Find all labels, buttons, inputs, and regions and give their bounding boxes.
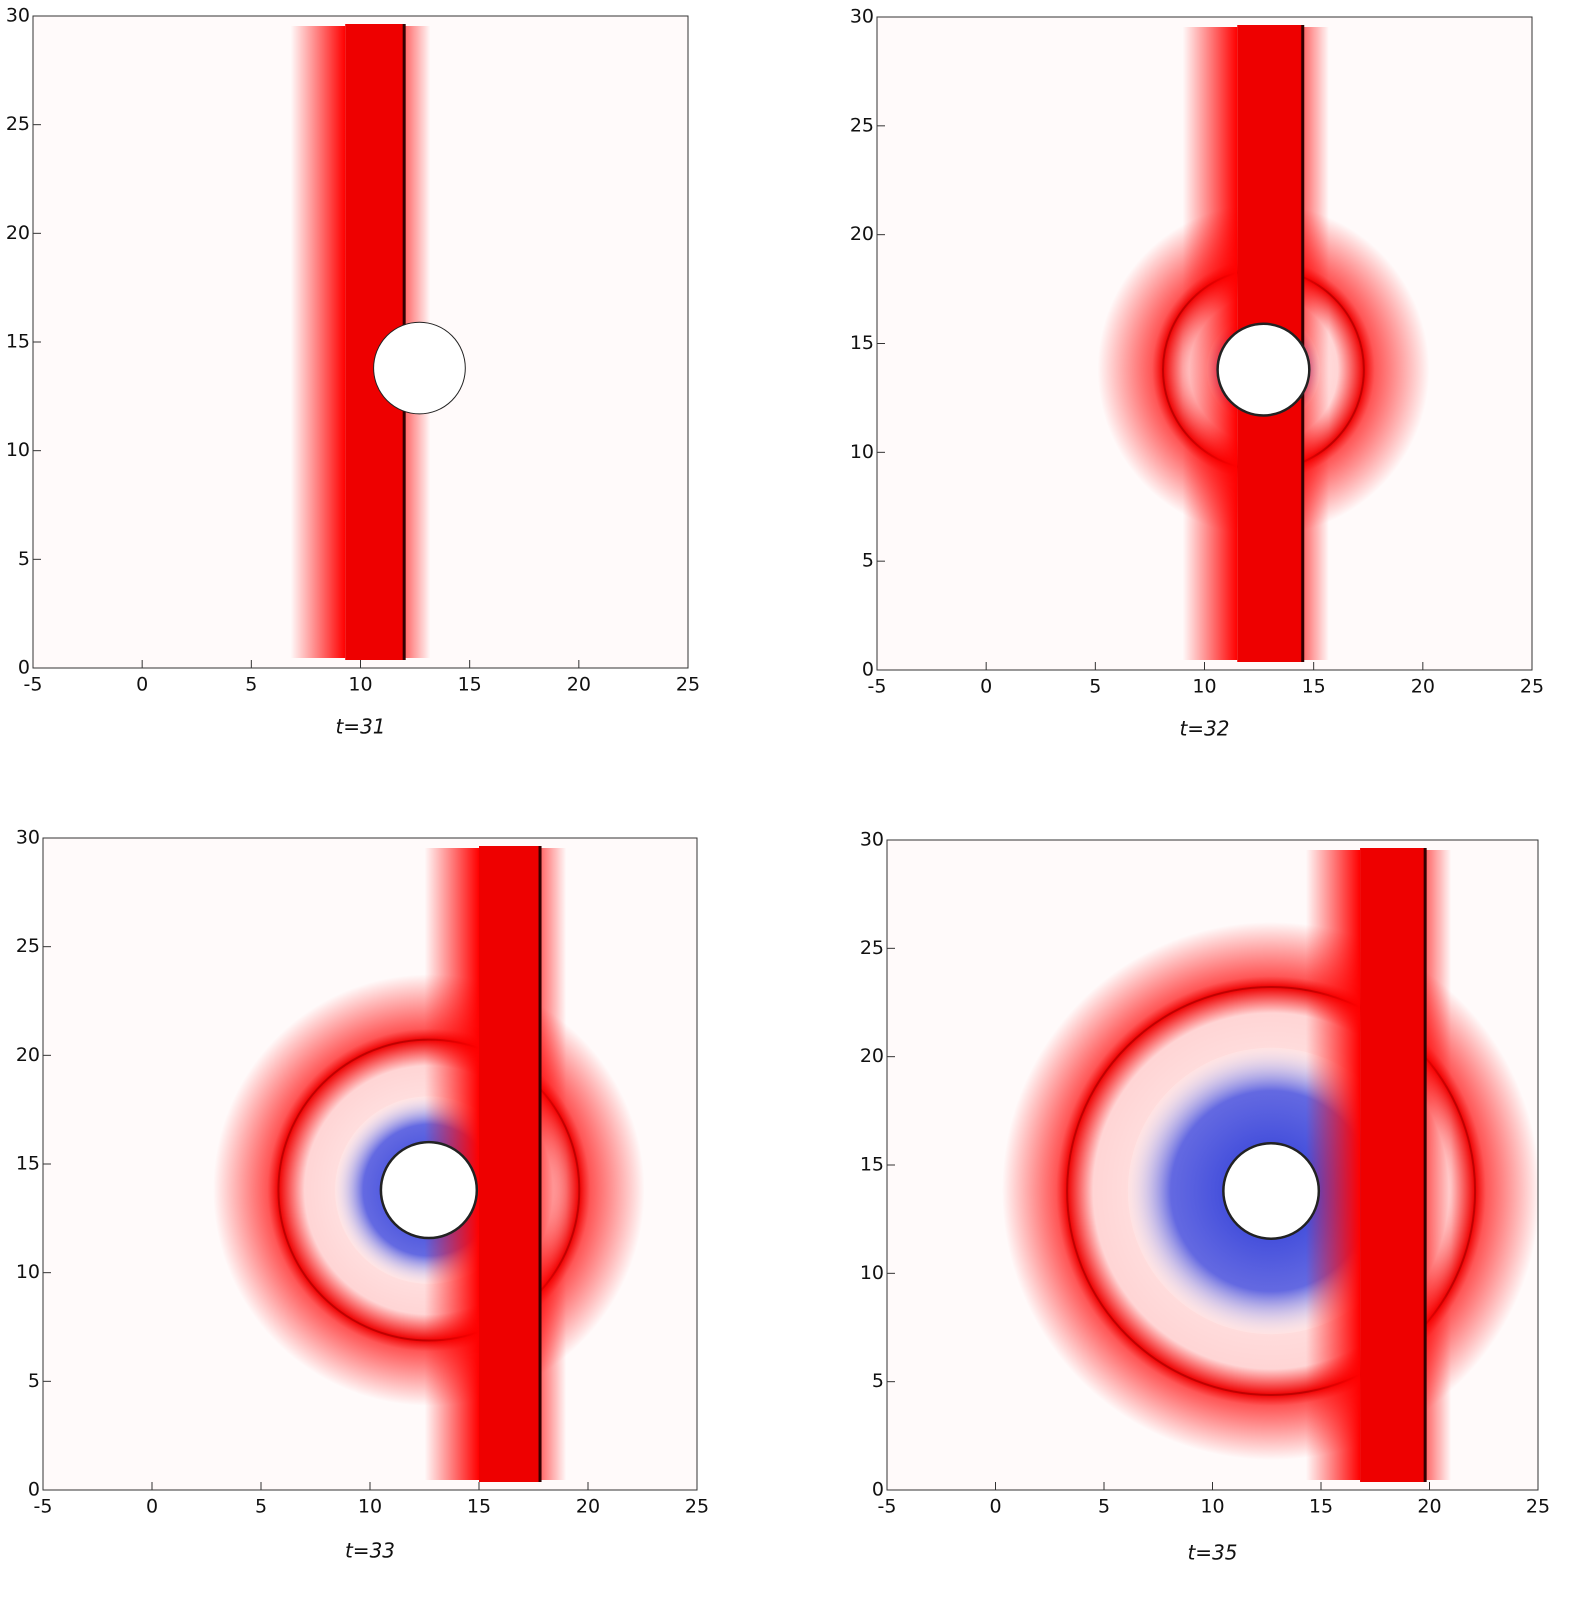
x-tick-label: -5: [24, 674, 43, 696]
y-tick-label: 25: [6, 113, 30, 135]
x-tick-label: 15: [467, 1496, 491, 1518]
x-tick-label: 5: [1089, 676, 1101, 698]
y-tick-label: 15: [860, 1154, 884, 1176]
x-tick-label: 0: [989, 1496, 1001, 1518]
y-tick-label: 20: [860, 1045, 884, 1067]
panel: [877, 17, 1532, 670]
x-tick-label: 5: [1098, 1496, 1110, 1518]
x-tick-label: -5: [878, 1496, 897, 1518]
panel: [33, 16, 688, 668]
band-tail: [1302, 27, 1329, 660]
x-tick-label: -5: [868, 676, 887, 698]
obstacle: [1222, 1142, 1321, 1240]
x-tick-label: 0: [146, 1496, 158, 1518]
band-tail: [1425, 850, 1452, 1480]
panel-caption: t=33: [345, 1539, 395, 1563]
x-tick-label: 25: [685, 1496, 709, 1518]
y-tick-label: 25: [850, 114, 874, 136]
x-tick-label: 15: [1309, 1496, 1333, 1518]
obstacle: [373, 321, 466, 415]
y-tick-label: 25: [860, 937, 884, 959]
x-tick-label: 20: [1411, 676, 1435, 698]
panel: [43, 838, 697, 1490]
band: [479, 846, 541, 1482]
y-tick-label: 15: [6, 331, 30, 353]
y-tick-label: 30: [860, 829, 884, 851]
y-tick-label: 10: [850, 441, 874, 463]
x-tick-label: 25: [1526, 1496, 1550, 1518]
x-tick-label: 15: [1302, 676, 1326, 698]
obstacle: [379, 1140, 479, 1240]
y-tick-label: 20: [6, 222, 30, 244]
y-tick-label: 5: [872, 1370, 884, 1392]
x-tick-label: 20: [576, 1496, 600, 1518]
y-tick-label: 5: [18, 548, 30, 570]
x-tick-label: 15: [458, 674, 482, 696]
y-tick-label: 0: [28, 1479, 40, 1501]
band-fade: [1305, 850, 1361, 1480]
y-tick-label: 10: [860, 1262, 884, 1284]
panel-caption: t=32: [1179, 717, 1229, 741]
y-tick-label: 5: [862, 550, 874, 572]
y-tick-label: 30: [850, 6, 874, 28]
y-tick-label: 25: [16, 935, 40, 957]
y-tick-label: 0: [862, 659, 874, 681]
panel-caption: t=35: [1187, 1541, 1237, 1565]
y-tick-label: 0: [872, 1479, 884, 1501]
band: [1360, 848, 1426, 1482]
y-tick-label: 20: [16, 1044, 40, 1066]
y-tick-label: 15: [850, 332, 874, 354]
y-tick-label: 30: [6, 5, 30, 27]
x-tick-label: 10: [1200, 1496, 1224, 1518]
band-tail: [540, 848, 567, 1480]
x-tick-label: 20: [567, 674, 591, 696]
obstacle: [1216, 322, 1311, 417]
x-tick-label: 25: [1520, 676, 1544, 698]
x-tick-label: 20: [1417, 1496, 1441, 1518]
x-tick-label: 0: [136, 674, 148, 696]
y-tick-label: 10: [16, 1261, 40, 1283]
x-tick-label: 5: [255, 1496, 267, 1518]
y-tick-label: 5: [28, 1370, 40, 1392]
x-tick-label: -5: [34, 1496, 53, 1518]
y-tick-label: 10: [6, 439, 30, 461]
x-tick-label: 10: [1192, 676, 1216, 698]
x-tick-label: 25: [676, 674, 700, 696]
x-tick-label: 0: [980, 676, 992, 698]
y-tick-label: 30: [16, 827, 40, 849]
y-tick-label: 15: [16, 1153, 40, 1175]
x-tick-label: 5: [245, 674, 257, 696]
x-tick-label: 10: [348, 674, 372, 696]
band-fade: [290, 26, 346, 658]
x-tick-label: 10: [358, 1496, 382, 1518]
wave-front: [1066, 986, 1477, 1396]
panel-caption: t=31: [335, 715, 385, 739]
y-tick-label: 20: [850, 223, 874, 245]
panel: [887, 840, 1538, 1490]
y-tick-label: 0: [18, 657, 30, 679]
